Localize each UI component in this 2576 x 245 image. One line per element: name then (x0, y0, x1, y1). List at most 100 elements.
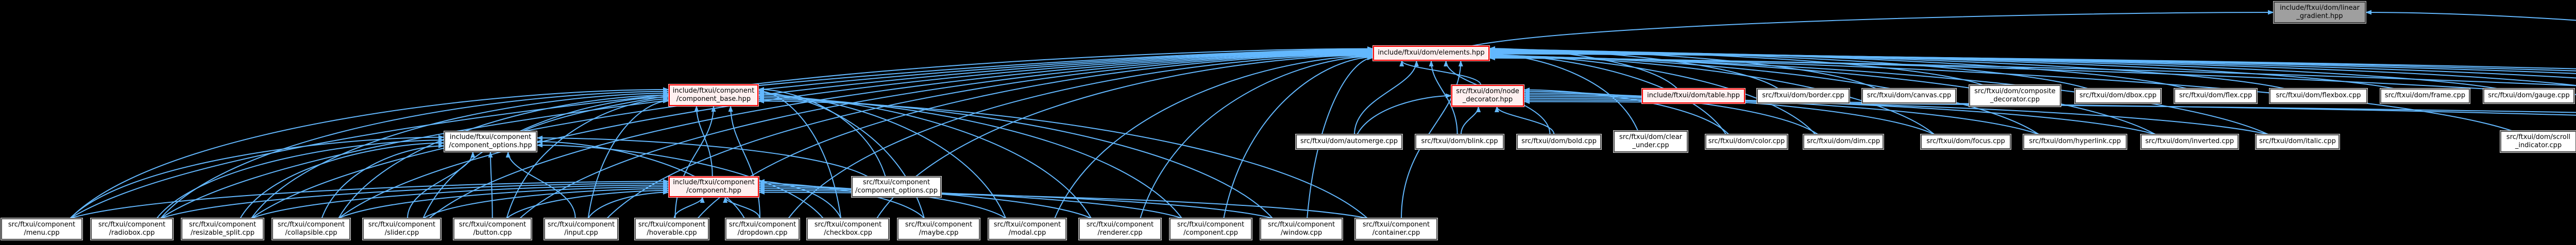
graph-node-hoverable-cpp[interactable]: src/ftxui/component/hoverable.cpp (634, 218, 709, 240)
include-edge (251, 183, 669, 219)
graph-node-button-cpp[interactable]: src/ftxui/component/button.cpp (453, 218, 532, 240)
graph-node-inverted-cpp[interactable]: src/ftxui/dom/inverted.cpp (2140, 134, 2239, 150)
graph-node-bold-cpp[interactable]: src/ftxui/dom/bold.cpp (1516, 134, 1602, 150)
include-edge (587, 190, 669, 219)
graph-node-component-options-cpp[interactable]: src/ftxui/component/component_options.cp… (851, 176, 942, 198)
include-edge (1460, 106, 1481, 135)
node-label-line: include/ftxui/dom/linear (2280, 4, 2360, 12)
node-label-line: include/ftxui/component (449, 133, 532, 141)
graph-node-dim-cpp[interactable]: src/ftxui/dom/dim.cpp (1803, 134, 1884, 150)
node-label-line: src/ftxui/dom/flexbox.cpp (2276, 92, 2361, 100)
include-edge (160, 181, 669, 219)
node-label-line: /maybe.cpp (919, 229, 959, 237)
graph-node-canvas-cpp[interactable]: src/ftxui/dom/canvas.cpp (1861, 88, 1957, 104)
graph-node-radiobox-cpp[interactable]: src/ftxui/component/radiobox.cpp (90, 218, 174, 240)
graph-node-automerge-cpp[interactable]: src/ftxui/dom/automerge.cpp (1295, 134, 1403, 150)
include-edge (70, 87, 669, 219)
node-label-line: /component.cpp (1183, 229, 1238, 237)
graph-node-clear-under-cpp[interactable]: src/ftxui/dom/clear _under.cpp (1613, 130, 1688, 153)
graph-node-input-cpp[interactable]: src/ftxui/component/input.cpp (544, 218, 619, 240)
node-label-line: src/ftxui/dom/automerge.cpp (1300, 137, 1398, 146)
include-edge (2365, 10, 2576, 21)
node-label-line: src/ftxui/dom/scroll (2506, 133, 2571, 141)
graph-node-composite-decorator-cpp[interactable]: src/ftxui/dom/composite _decorator.cpp (1969, 84, 2061, 107)
graph-node-scroll-indicator-cpp[interactable]: src/ftxui/dom/scroll _indicator.cpp (2500, 130, 2576, 153)
include-edge (587, 98, 669, 219)
node-label-line: /menu.cpp (24, 229, 60, 237)
node-label-line: /slider.cpp (384, 229, 419, 237)
graph-node-dbox-cpp[interactable]: src/ftxui/dom/dbox.cpp (2074, 88, 2162, 104)
graph-node-elements-hpp[interactable]: include/ftxui/dom/elements.hpp (1372, 45, 1490, 61)
include-edge (1471, 10, 2274, 46)
graph-node-component-cpp[interactable]: src/ftxui/component/component.cpp (1169, 218, 1252, 240)
graph-node-italic-cpp[interactable]: src/ftxui/dom/italic.cpp (2255, 134, 2340, 150)
include-edge (758, 92, 1007, 219)
node-label-line: src/ftxui/component (1086, 220, 1154, 229)
include-edge (1489, 51, 2576, 72)
node-label-line: /renderer.cpp (1097, 229, 1143, 237)
graph-node-gauge-cpp[interactable]: src/ftxui/dom/gauge.cpp (2483, 88, 2575, 104)
node-label-line: /collapsible.cpp (285, 229, 337, 237)
include-edge (156, 137, 445, 219)
graph-node-maybe-cpp[interactable]: src/ftxui/component/maybe.cpp (897, 218, 980, 240)
graph-node-frame-cpp[interactable]: src/ftxui/dom/frame.cpp (2380, 88, 2470, 104)
graph-node-window-cpp[interactable]: src/ftxui/component/window.cpp (1260, 218, 1343, 240)
graph-node-focus-cpp[interactable]: src/ftxui/dom/focus.cpp (1920, 134, 2011, 150)
graph-node-component-hpp[interactable]: include/ftxui/component/component.hpp (668, 176, 759, 198)
include-edge (251, 48, 1374, 219)
graph-node-resizable-split-cpp[interactable]: src/ftxui/component/resizable_split.cpp (181, 218, 264, 240)
graph-node-modal-cpp[interactable]: src/ftxui/component/modal.cpp (988, 218, 1067, 240)
node-label-line: src/ftxui/component (277, 220, 345, 229)
include-edge (506, 96, 669, 219)
node-label-line: /component_base.hpp (676, 95, 751, 103)
node-label-line: /container.cpp (1372, 229, 1420, 237)
graph-node-renderer-cpp[interactable]: src/ftxui/component/renderer.cpp (1078, 218, 1162, 240)
include-edge (1489, 46, 1778, 89)
graph-node-dropdown-cpp[interactable]: src/ftxui/component/dropdown.cpp (725, 218, 800, 240)
node-label-line: src/ftxui/component (1267, 220, 1335, 229)
graph-node-blink-cpp[interactable]: src/ftxui/dom/blink.cpp (1415, 134, 1504, 150)
graph-node-menu-cpp[interactable]: src/ftxui/component/menu.cpp (1, 218, 83, 240)
include-edge (1489, 46, 1678, 89)
include-edge (505, 151, 576, 219)
graph-node-color-cpp[interactable]: src/ftxui/dom/color.cpp (1705, 134, 1788, 150)
include-edge (1489, 47, 1984, 85)
include-edge (321, 143, 445, 219)
node-label-line: include/ftxui/dom/table.hpp (1647, 92, 1740, 100)
graph-node-checkbox-cpp[interactable]: src/ftxui/component/checkbox.cpp (806, 218, 890, 240)
graph-node-component-options-hpp[interactable]: include/ftxui/component/component_option… (444, 131, 537, 152)
node-label-line: _under.cpp (1632, 142, 1669, 149)
graph-node-slider-cpp[interactable]: src/ftxui/component/slider.cpp (362, 218, 442, 240)
include-edge (1489, 50, 2576, 86)
include-edge (1357, 93, 1452, 135)
include-edge (407, 151, 476, 219)
node-label-line: src/ftxui/component (8, 220, 76, 229)
node-label-line: src/ftxui/dom/focus.cpp (1926, 137, 2005, 146)
node-label-line: src/ftxui/dom/dbox.cpp (2079, 92, 2157, 100)
graph-node-collapsible-cpp[interactable]: src/ftxui/component/collapsible.cpp (272, 218, 351, 240)
node-label-line: /radiobox.cpp (109, 229, 155, 237)
node-label-line: src/ftxui/component (862, 178, 930, 186)
graph-node-flex-cpp[interactable]: src/ftxui/dom/flex.cpp (2174, 88, 2258, 104)
include-edge (728, 106, 760, 219)
graph-node-border-cpp[interactable]: src/ftxui/dom/border.cpp (1756, 88, 1850, 104)
node-label-line: /resizable_split.cpp (190, 229, 255, 237)
graph-node-linear-gradient-hpp: include/ftxui/dom/linear _gradient.hpp (2273, 1, 2366, 24)
include-edge (70, 135, 445, 219)
node-label-line: src/ftxui/component (1362, 220, 1430, 229)
graph-node-component-base-hpp[interactable]: include/ftxui/component/component_base.h… (668, 84, 759, 107)
include-edge (758, 179, 842, 219)
graph-node-node-decorator-hpp[interactable]: src/ftxui/dom/node _decorator.hpp (1451, 84, 1524, 107)
node-label-line: /window.cpp (1280, 229, 1323, 237)
node-label-line: src/ftxui/dom/clear (1619, 133, 1683, 141)
graph-node-flexbox-cpp[interactable]: src/ftxui/dom/flexbox.cpp (2269, 88, 2368, 104)
graph-node-container-cpp[interactable]: src/ftxui/component/container.cpp (1354, 218, 1438, 240)
include-edge (1489, 48, 2284, 89)
node-label-line: include/ftxui/component (672, 86, 755, 95)
include-edge (1489, 47, 1876, 89)
graph-node-table-hpp[interactable]: include/ftxui/dom/table.hpp (1641, 88, 1745, 104)
graph-node-hyperlink-cpp[interactable]: src/ftxui/dom/hyperlink.cpp (2023, 134, 2127, 150)
node-label-line: _gradient.hpp (2296, 12, 2343, 20)
node-label-line: src/ftxui/component (189, 220, 257, 229)
